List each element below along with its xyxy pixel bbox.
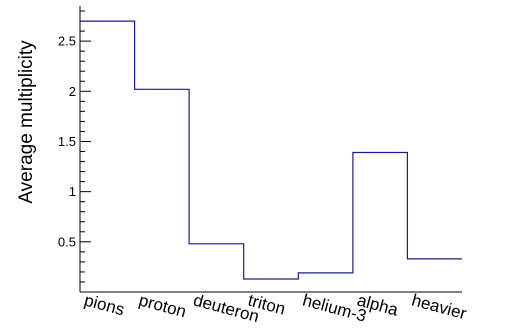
y-tick-label: 2 [69, 84, 76, 99]
y-tick-label: 2.5 [58, 34, 76, 49]
y-axis-title: Average multiplicity [16, 40, 37, 204]
x-category-label: heavier [410, 291, 469, 324]
x-category-label: pions [82, 291, 126, 320]
histogram-step-line [80, 20, 462, 280]
y-ticks: 0.5 1 1.5 2 2.5 [58, 10, 91, 283]
y-tick-label: 1.5 [58, 134, 76, 149]
y-tick-label: 1 [69, 184, 76, 199]
y-tick-label: 0.5 [58, 234, 76, 249]
x-category-label: proton [137, 291, 188, 322]
